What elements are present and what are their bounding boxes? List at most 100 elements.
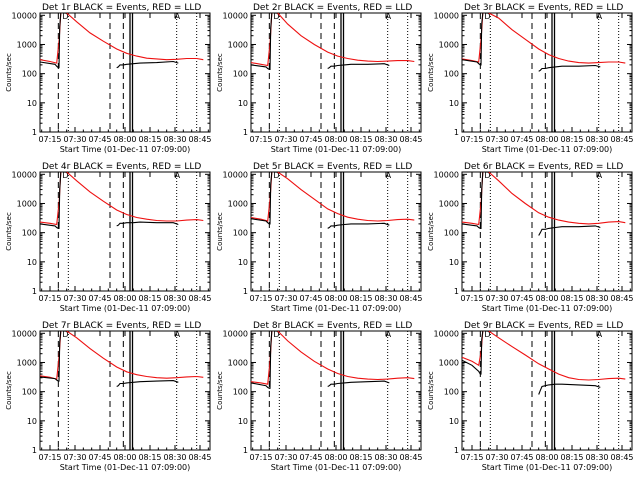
- x-tick-label: 08:00: [535, 453, 558, 462]
- y-tick-label: 1000: [17, 199, 37, 208]
- marker-label-a: A: [386, 330, 392, 339]
- plot-frame: [461, 12, 633, 133]
- plot-frame: [250, 12, 422, 133]
- y-tick-label: 10000: [12, 170, 37, 179]
- x-tick-label: 07:15: [249, 135, 272, 144]
- y-tick-label: 1: [454, 128, 459, 137]
- x-tick-label: 08:30: [374, 453, 397, 462]
- panel-title: Det 6r BLACK = Events, RED = LLD: [464, 162, 623, 172]
- marker-label-a: A: [597, 171, 603, 180]
- x-axis-label: Start Time (01-Dec-11 07:09:00): [271, 463, 402, 472]
- y-axis-label: Counts/sec: [5, 212, 13, 251]
- x-tick-label: 08:45: [188, 294, 211, 303]
- x-tick-label: 08:45: [610, 135, 633, 144]
- x-tick-label: 08:45: [610, 294, 633, 303]
- series-group: [40, 172, 204, 229]
- x-tick-label: 07:45: [299, 453, 322, 462]
- x-tick-label: 07:15: [249, 294, 272, 303]
- x-tick-label: 07:45: [510, 135, 533, 144]
- x-tick-label: 07:30: [274, 294, 297, 303]
- marker-label-a: A: [597, 12, 603, 21]
- series-events-line: [462, 172, 601, 236]
- panel-title: Det 8r BLACK = Events, RED = LLD: [253, 321, 412, 331]
- x-tick-label: 07:30: [485, 453, 508, 462]
- y-tick-label: 10: [449, 417, 459, 426]
- panel-7: Det 7r BLACK = Events, RED = LLD 1 10 100 10…: [5, 321, 212, 472]
- x-tick-label: 07:30: [63, 135, 86, 144]
- marker-label-d: D: [273, 171, 279, 180]
- y-tick-label: 1000: [439, 199, 459, 208]
- series-group: [462, 13, 626, 72]
- y-tick-label: 10: [238, 417, 248, 426]
- panel-5: Det 5r BLACK = Events, RED = LLD 1 10 100 10…: [216, 162, 423, 313]
- marker-label-d: D: [484, 171, 490, 180]
- x-tick-label: 08:30: [163, 135, 186, 144]
- marker-label-d: D: [273, 12, 279, 21]
- series-group: [40, 13, 204, 69]
- series-group: [462, 331, 626, 395]
- y-tick-label: 1000: [17, 40, 37, 49]
- x-tick-label: 07:15: [38, 294, 61, 303]
- marker-label-d: D: [484, 12, 490, 21]
- y-tick-label: 10000: [223, 329, 248, 338]
- x-tick-label: 07:30: [274, 453, 297, 462]
- panel-4: Det 4r BLACK = Events, RED = LLD 1 10 100 10…: [5, 162, 212, 313]
- marker-label-d: D: [62, 12, 68, 21]
- marker-lines: [268, 13, 409, 132]
- y-tick-label: 10000: [223, 170, 248, 179]
- x-tick-label: 07:45: [510, 294, 533, 303]
- marker-lines: [479, 172, 620, 291]
- plot-frame: [39, 171, 211, 292]
- x-tick-label: 08:00: [535, 135, 558, 144]
- y-tick-label: 1: [243, 287, 248, 296]
- y-tick-label: 10000: [434, 329, 459, 338]
- x-axis-label: Start Time (01-Dec-11 07:09:00): [60, 304, 191, 313]
- x-tick-label: 07:30: [63, 294, 86, 303]
- y-tick-label: 1: [454, 287, 459, 296]
- y-axis-label: Counts/sec: [5, 371, 13, 410]
- x-axis-label: Start Time (01-Dec-11 07:09:00): [271, 304, 402, 313]
- panel-6: Det 6r BLACK = Events, RED = LLD 1 10 100 10…: [427, 162, 634, 313]
- y-tick-label: 1000: [17, 358, 37, 367]
- x-axis-label: Start Time (01-Dec-11 07:09:00): [482, 463, 613, 472]
- x-tick-label: 07:30: [485, 135, 508, 144]
- panel-1: Det 1r BLACK = Events, RED = LLD 1 10 100 10…: [5, 3, 212, 154]
- marker-lines: [57, 331, 198, 450]
- y-tick-label: 10: [238, 258, 248, 267]
- marker-label-d: D: [62, 171, 68, 180]
- y-tick-label: 1000: [228, 199, 248, 208]
- y-tick-label: 100: [233, 388, 248, 397]
- series-events-line: [40, 13, 179, 69]
- y-tick-label: 10000: [434, 11, 459, 20]
- x-tick-label: 07:45: [299, 294, 322, 303]
- x-tick-label: 08:15: [138, 135, 161, 144]
- x-tick-label: 07:15: [460, 135, 483, 144]
- y-axis-label: Counts/sec: [216, 53, 224, 92]
- y-tick-label: 100: [233, 229, 248, 238]
- series-events-line: [40, 331, 179, 387]
- x-tick-label: 08:00: [324, 135, 347, 144]
- panel-title: Det 3r BLACK = Events, RED = LLD: [464, 3, 623, 13]
- series-events-line: [251, 13, 390, 70]
- y-tick-label: 1000: [228, 358, 248, 367]
- marker-label-a: A: [597, 330, 603, 339]
- y-axis-label: Counts/sec: [427, 371, 435, 410]
- marker-label-a: A: [386, 12, 392, 21]
- x-tick-label: 08:15: [138, 294, 161, 303]
- y-tick-label: 10000: [12, 11, 37, 20]
- y-tick-label: 1: [32, 287, 37, 296]
- x-tick-label: 08:15: [560, 294, 583, 303]
- y-axis-label: Counts/sec: [427, 212, 435, 251]
- panel-title: Det 4r BLACK = Events, RED = LLD: [42, 162, 201, 172]
- y-tick-label: 10000: [434, 170, 459, 179]
- x-tick-label: 08:30: [163, 453, 186, 462]
- panel-title: Det 9r BLACK = Events, RED = LLD: [464, 321, 623, 331]
- x-tick-label: 08:45: [399, 453, 422, 462]
- marker-lines: [57, 13, 198, 132]
- y-tick-label: 100: [22, 388, 37, 397]
- x-tick-label: 08:30: [585, 294, 608, 303]
- x-axis-label: Start Time (01-Dec-11 07:09:00): [482, 145, 613, 154]
- plot-frame: [461, 330, 633, 451]
- x-tick-label: 07:15: [460, 294, 483, 303]
